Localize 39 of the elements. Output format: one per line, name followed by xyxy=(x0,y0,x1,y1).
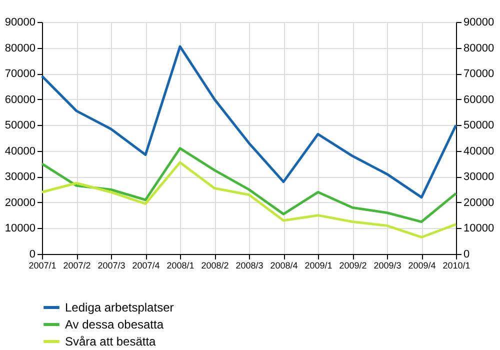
x-tick-label: 2007/2 xyxy=(63,260,91,270)
x-tick-label: 2009/4 xyxy=(408,260,436,270)
x-tick-label: 2010/1 xyxy=(442,260,470,270)
x-tick-label: 2008/1 xyxy=(166,260,194,270)
y-tick-label: 0 xyxy=(29,248,36,260)
line-series xyxy=(40,45,458,199)
y2-tick-label: 80000 xyxy=(464,42,494,54)
y-tick-label: 70000 xyxy=(4,68,36,80)
y-tick-label: 80000 xyxy=(4,42,36,54)
line-series xyxy=(40,161,458,238)
y2-tick-label: 10000 xyxy=(464,222,494,235)
y2-tick-label: 50000 xyxy=(464,120,494,132)
y-tick-label: 10000 xyxy=(4,222,36,235)
x-tick-label: 2008/2 xyxy=(201,260,229,270)
legend-label: Av dessa obesatta xyxy=(65,318,164,332)
y2-tick-label: 70000 xyxy=(464,68,494,80)
y2-tick-label: 40000 xyxy=(464,145,494,158)
line-series xyxy=(40,147,458,224)
y-tick-label: 40000 xyxy=(4,145,36,158)
y-tick-label: 20000 xyxy=(4,196,36,209)
y2-tick-label: 20000 xyxy=(464,196,494,209)
y2-tick-label: 0 xyxy=(464,248,470,260)
x-tick-label: 2009/2 xyxy=(339,260,367,270)
x-tick-label: 2009/3 xyxy=(374,260,402,270)
y-tick-label: 90000 xyxy=(4,16,36,28)
x-tick-label: 2008/4 xyxy=(270,260,298,270)
y-tick-label: 60000 xyxy=(4,94,36,106)
y2-tick-label: 90000 xyxy=(464,16,494,28)
y2-tick-label: 30000 xyxy=(464,171,494,184)
x-tick-label: 2009/1 xyxy=(304,260,332,270)
x-tick-label: 2007/3 xyxy=(98,260,126,270)
x-tick-label: 2007/1 xyxy=(28,260,56,270)
y-tick-label: 30000 xyxy=(4,171,36,184)
x-tick-label: 2008/3 xyxy=(236,260,264,270)
y-tick-label: 50000 xyxy=(4,120,36,132)
x-tick-label: 2007/4 xyxy=(132,260,160,270)
y2-tick-label: 60000 xyxy=(464,94,494,106)
legend-label: Svåra att besätta xyxy=(65,334,156,348)
legend-label: Lediga arbetsplatser xyxy=(65,300,174,314)
